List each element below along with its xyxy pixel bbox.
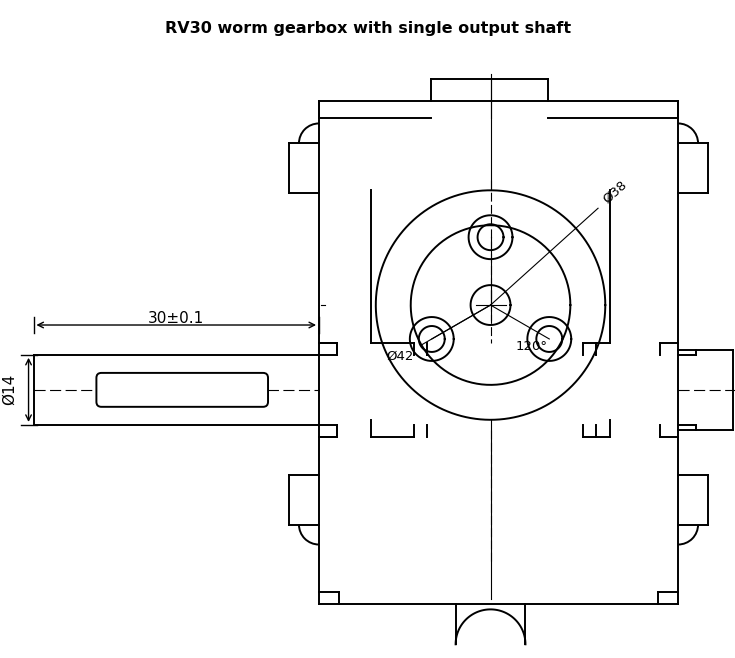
Text: Ø38: Ø38 (600, 178, 629, 206)
Text: Ø14: Ø14 (1, 374, 17, 405)
FancyBboxPatch shape (96, 373, 268, 407)
Text: RV30 worm gearbox with single output shaft: RV30 worm gearbox with single output sha… (165, 21, 571, 36)
Text: 120°: 120° (515, 340, 548, 353)
Text: 30±0.1: 30±0.1 (148, 311, 204, 326)
Text: Ø42: Ø42 (386, 350, 413, 363)
